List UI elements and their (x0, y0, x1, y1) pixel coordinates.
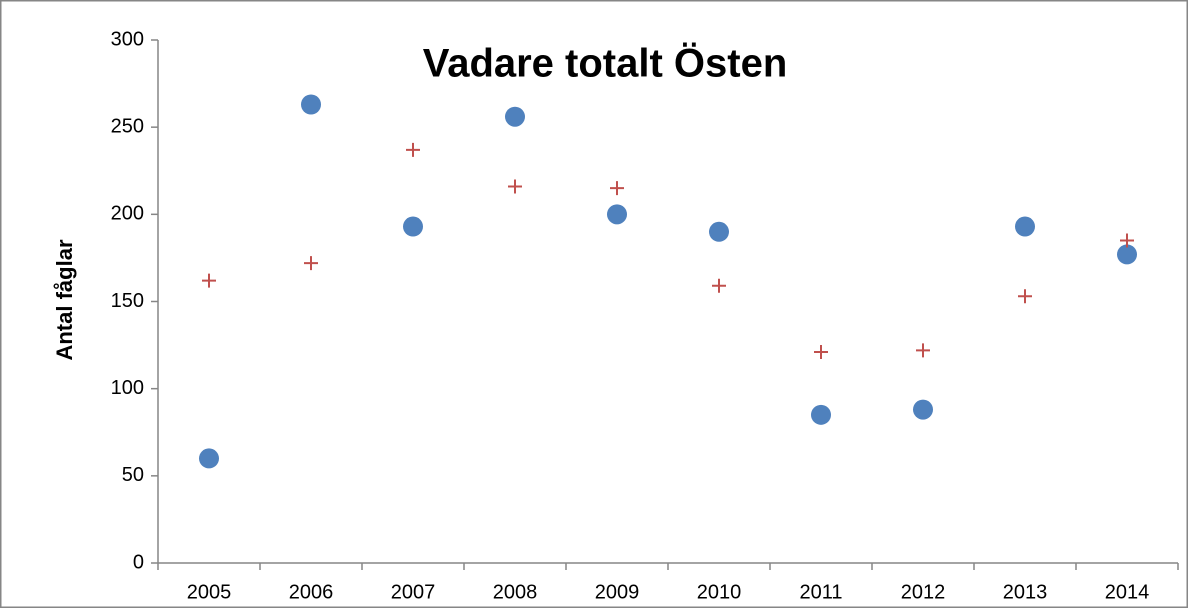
x-tick-label: 2007 (391, 581, 436, 603)
y-tick-label: 250 (111, 115, 144, 137)
point (1015, 216, 1035, 237)
point (403, 216, 423, 237)
point (505, 106, 525, 127)
point (1117, 244, 1137, 265)
point (1120, 233, 1134, 248)
y-tick-label: 300 (111, 28, 144, 50)
point (406, 142, 420, 157)
point (607, 204, 627, 225)
y-tick-label: 0 (133, 551, 144, 573)
x-tick-label: 2006 (289, 581, 334, 603)
point (811, 404, 831, 425)
y-tick-label: 150 (111, 290, 144, 312)
x-tick-label: 2005 (187, 581, 232, 603)
x-tick-label: 2009 (595, 581, 640, 603)
point (814, 345, 828, 360)
point (913, 399, 933, 420)
y-axis-label: Antal fåglar (52, 239, 77, 360)
x-tick-label: 2011 (799, 581, 842, 603)
point (304, 256, 318, 271)
y-tick-label: 200 (111, 203, 144, 225)
x-tick-label: 2012 (901, 581, 946, 603)
chart-title: Vadare totalt Östen (423, 41, 788, 86)
point (199, 448, 219, 469)
y-tick-label: 50 (122, 464, 144, 486)
point (916, 343, 930, 358)
point (712, 278, 726, 293)
x-tick-label: 2013 (1003, 581, 1048, 603)
x-tick-label: 2008 (493, 581, 538, 603)
y-tick-label: 100 (111, 377, 144, 399)
point (1018, 289, 1032, 304)
point (709, 221, 729, 242)
point (301, 94, 321, 115)
x-tick-label: 2010 (697, 581, 742, 603)
x-tick-label: 2014 (1105, 581, 1150, 603)
point (610, 181, 624, 196)
point (202, 273, 216, 288)
point (508, 179, 522, 194)
